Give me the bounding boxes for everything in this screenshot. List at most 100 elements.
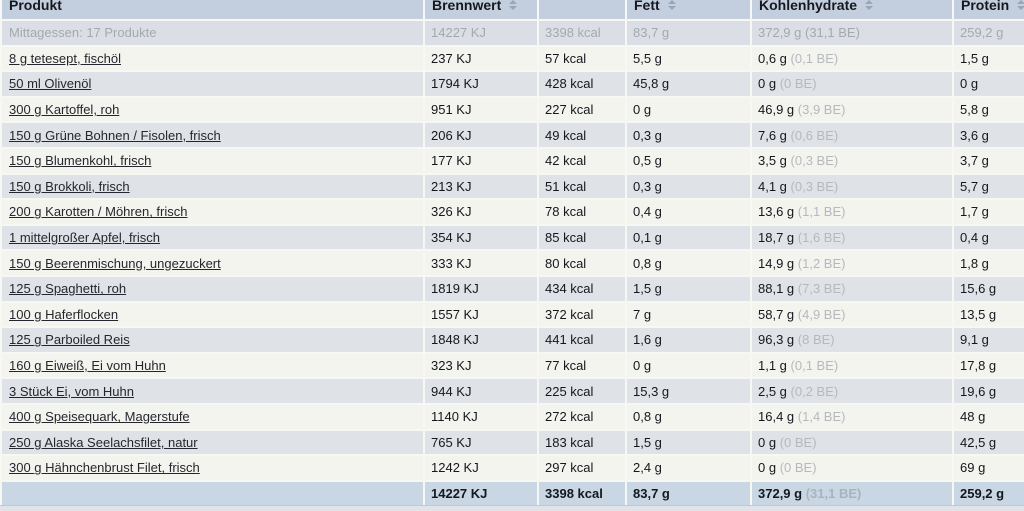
product-cell: 1 mittelgroßer Apfel, frisch [2, 225, 423, 250]
protein-cell: 48 g [954, 404, 1024, 429]
carbs-cell: 1,1 g (0,1 BE) [752, 353, 952, 378]
meal-summary-label: Mittagessen: 17 Produkte [2, 21, 423, 45]
column-header-fett[interactable]: Fett [627, 0, 750, 19]
protein-cell: 0 g [954, 72, 1024, 96]
product-cell: 150 g Blumenkohl, frisch [2, 148, 423, 173]
total-carbs: 372,9 g (31,1 BE) [752, 481, 952, 506]
carbs-cell: 0 g (0 BE) [752, 430, 952, 455]
carbs-value: 4,1 g [758, 178, 787, 194]
protein-cell: 9,1 g [954, 328, 1024, 352]
carbs-value: 96,3 g [758, 332, 795, 348]
carbs-value: 14,9 g [758, 255, 795, 271]
product-link[interactable]: 125 g Spaghetti, roh [9, 281, 127, 297]
table-row: 50 ml Olivenöl 1794 KJ 428 kcal 45,8 g 0… [2, 72, 1024, 96]
table-row: 150 g Beerenmischung, ungezuckert 333 KJ… [2, 251, 1024, 275]
product-link[interactable]: 150 g Beerenmischung, ungezuckert [9, 255, 221, 271]
carbs-cell: 58,7 g (4,9 BE) [752, 302, 952, 327]
carbs-value: 7,6 g [758, 127, 787, 143]
column-header-kohlenhydrate[interactable]: Kohlenhydrate [752, 0, 952, 19]
meal-summary-row: Mittagessen: 17 Produkte 14227 KJ 3398 k… [2, 21, 1024, 45]
product-link[interactable]: 160 g Eiweiß, Ei vom Huhn [9, 358, 166, 374]
carbs-value: 46,9 g [758, 102, 795, 118]
fat-cell: 0,8 g [627, 251, 750, 275]
energy-kj-cell: 1242 KJ [425, 456, 537, 480]
energy-kcal-cell: 297 kcal [539, 456, 625, 480]
column-header-protein[interactable]: Protein [954, 0, 1024, 19]
fat-cell: 0,5 g [627, 148, 750, 173]
product-cell: 150 g Grüne Bohnen / Fisolen, frisch [2, 123, 423, 147]
table-row: 300 g Hähnchenbrust Filet, frisch 1242 K… [2, 456, 1024, 480]
sort-icon[interactable] [667, 0, 676, 10]
energy-kcal-cell: 85 kcal [539, 225, 625, 250]
energy-kcal-cell: 441 kcal [539, 328, 625, 352]
product-link[interactable]: 8 g tetesept, fischöl [9, 50, 122, 66]
carbs-cell: 3,5 g (0,3 BE) [752, 148, 952, 173]
fat-cell: 15,3 g [627, 379, 750, 403]
energy-kcal-cell: 57 kcal [539, 46, 625, 71]
product-link[interactable]: 150 g Grüne Bohnen / Fisolen, frisch [9, 127, 221, 143]
carbs-be-value: (0,1 BE) [790, 358, 839, 374]
carbs-cell: 0,6 g (0,1 BE) [752, 46, 952, 71]
carbs-value: 2,5 g [758, 383, 787, 399]
protein-cell: 1,7 g [954, 200, 1024, 224]
energy-kcal-cell: 80 kcal [539, 251, 625, 275]
column-header-kcal [539, 0, 625, 19]
carbs-be-value: (0 BE) [779, 76, 817, 92]
total-row-empty-cell [2, 481, 423, 506]
protein-cell: 5,8 g [954, 97, 1024, 122]
energy-kcal-cell: 227 kcal [539, 97, 625, 122]
sort-icon[interactable] [865, 0, 874, 10]
carbs-cell: 4,1 g (0,3 BE) [752, 174, 952, 199]
product-link[interactable]: 3 Stück Ei, vom Huhn [9, 383, 134, 399]
carbs-cell: 16,4 g (1,4 BE) [752, 404, 952, 429]
carbs-cell: 0 g (0 BE) [752, 456, 952, 480]
energy-kcal-cell: 51 kcal [539, 174, 625, 199]
carbs-be-value: (0,1 BE) [790, 50, 839, 66]
protein-cell: 1,5 g [954, 46, 1024, 71]
summary-kcal: 3398 kcal [539, 21, 625, 45]
product-link[interactable]: 150 g Brokkoli, frisch [9, 178, 130, 194]
column-header-label: Kohlenhydrate [759, 0, 858, 13]
energy-kj-cell: 213 KJ [425, 174, 537, 199]
carbs-be-value: (0 BE) [779, 434, 817, 450]
total-kj: 14227 KJ [425, 481, 537, 506]
energy-kj-cell: 326 KJ [425, 200, 537, 224]
protein-cell: 0,4 g [954, 225, 1024, 250]
table-row: 250 g Alaska Seelachsfilet, natur 765 KJ… [2, 430, 1024, 455]
column-header-produkt: Produkt [2, 0, 423, 19]
energy-kj-cell: 1794 KJ [425, 72, 537, 96]
sort-icon[interactable] [509, 0, 518, 10]
product-link[interactable]: 400 g Speisequark, Magerstufe [9, 409, 190, 425]
fat-cell: 0,3 g [627, 123, 750, 147]
product-link[interactable]: 300 g Kartoffel, roh [9, 102, 120, 118]
product-link[interactable]: 150 g Blumenkohl, frisch [9, 153, 152, 169]
carbs-cell: 18,7 g (1,6 BE) [752, 225, 952, 250]
product-cell: 160 g Eiweiß, Ei vom Huhn [2, 353, 423, 378]
table-row: 1 mittelgroßer Apfel, frisch 354 KJ 85 k… [2, 225, 1024, 250]
carbs-value: 0 g [758, 434, 777, 450]
product-link[interactable]: 125 g Parboiled Reis [9, 332, 130, 348]
product-link[interactable]: 50 ml Olivenöl [9, 76, 92, 92]
fat-cell: 1,6 g [627, 328, 750, 352]
table-header-row: Produkt Brennwert Fett [2, 0, 1024, 19]
product-link[interactable]: 100 g Haferflocken [9, 306, 119, 322]
product-cell: 400 g Speisequark, Magerstufe [2, 404, 423, 429]
column-header-brennwert[interactable]: Brennwert [425, 0, 537, 19]
sort-icon[interactable] [1017, 0, 1024, 10]
carbs-cell: 0 g (0 BE) [752, 72, 952, 96]
product-link[interactable]: 250 g Alaska Seelachsfilet, natur [9, 434, 198, 450]
summary-kj: 14227 KJ [425, 21, 537, 45]
product-link[interactable]: 200 g Karotten / Möhren, frisch [9, 204, 188, 220]
fat-cell: 0 g [627, 97, 750, 122]
protein-cell: 17,8 g [954, 353, 1024, 378]
carbs-be-value: (1,2 BE) [797, 255, 846, 271]
fat-cell: 0,4 g [627, 200, 750, 224]
table-row: 125 g Parboiled Reis 1848 KJ 441 kcal 1,… [2, 328, 1024, 352]
product-link[interactable]: 1 mittelgroßer Apfel, frisch [9, 230, 160, 246]
carbs-cell: 96,3 g (8 BE) [752, 328, 952, 352]
energy-kj-cell: 944 KJ [425, 379, 537, 403]
protein-cell: 19,6 g [954, 379, 1024, 403]
product-link[interactable]: 300 g Hähnchenbrust Filet, frisch [9, 460, 200, 476]
product-cell: 300 g Kartoffel, roh [2, 97, 423, 122]
